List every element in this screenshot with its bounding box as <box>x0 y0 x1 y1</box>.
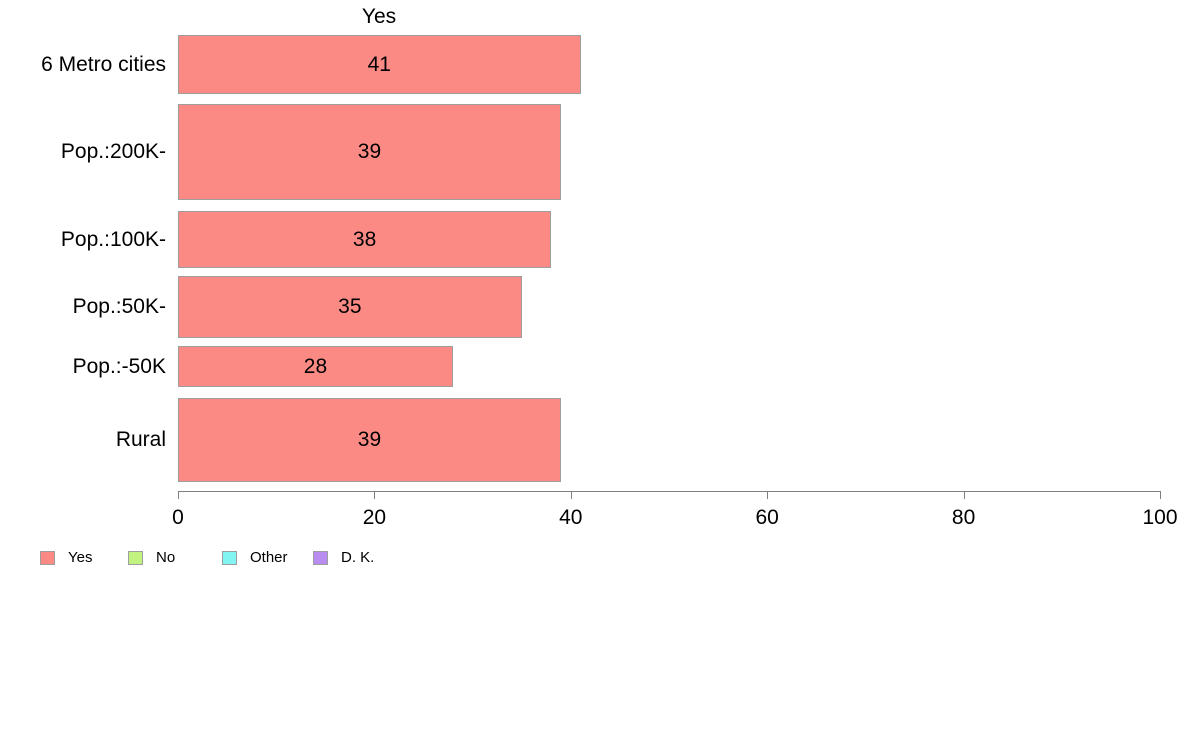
bar-value-label: 39 <box>357 140 382 163</box>
x-axis-tick-label: 80 <box>951 506 976 529</box>
bar: 38 <box>178 211 552 268</box>
x-axis-tick <box>963 491 965 499</box>
legend-swatch-no <box>128 551 143 565</box>
bar-value-label: 35 <box>338 295 362 318</box>
x-axis-tick-label: 0 <box>172 506 184 529</box>
bar: 39 <box>178 104 561 200</box>
bar: 35 <box>178 276 522 338</box>
category-label: Rural <box>115 428 166 451</box>
chart-title: Yes <box>361 5 397 28</box>
bar-value-label: 41 <box>367 52 391 76</box>
legend-swatch-yes <box>40 551 55 565</box>
x-axis-tick <box>374 491 376 499</box>
x-axis-tick-label: 40 <box>559 506 583 529</box>
category-label: Pop.:200K- <box>60 140 166 163</box>
x-axis-tick-label: 20 <box>362 506 387 529</box>
x-axis-tick <box>178 491 179 499</box>
bar: 41 <box>178 35 581 94</box>
bar-value-label: 39 <box>357 428 382 451</box>
x-axis-tick-label: 60 <box>755 506 779 529</box>
legend-swatch-dk <box>313 551 328 565</box>
x-axis-tick <box>570 491 572 499</box>
legend-label: No <box>156 549 176 566</box>
bar: 39 <box>178 398 561 482</box>
legend-item: No <box>128 549 175 567</box>
legend-label: Yes <box>68 549 93 566</box>
bar-value-label: 38 <box>352 227 377 251</box>
legend-label: Other <box>250 549 288 566</box>
x-axis-tick <box>767 491 769 499</box>
x-axis-tick-label: 100 <box>1142 506 1178 529</box>
legend-label: D. K. <box>341 549 375 566</box>
bar-value-label: 28 <box>303 354 328 378</box>
category-label: 6 Metro cities <box>41 52 166 76</box>
category-label: Pop.:-50K <box>72 354 166 378</box>
category-label: Pop.:50K- <box>72 295 166 318</box>
category-label: Pop.:100K- <box>60 227 166 251</box>
legend-swatch-other <box>222 551 237 565</box>
x-axis-line <box>178 491 1160 492</box>
x-axis-tick <box>1160 491 1161 499</box>
legend-item: Yes <box>40 549 92 567</box>
legend-item: Other <box>222 549 288 567</box>
legend-item: D. K. <box>313 549 374 567</box>
bar: 28 <box>178 346 453 387</box>
